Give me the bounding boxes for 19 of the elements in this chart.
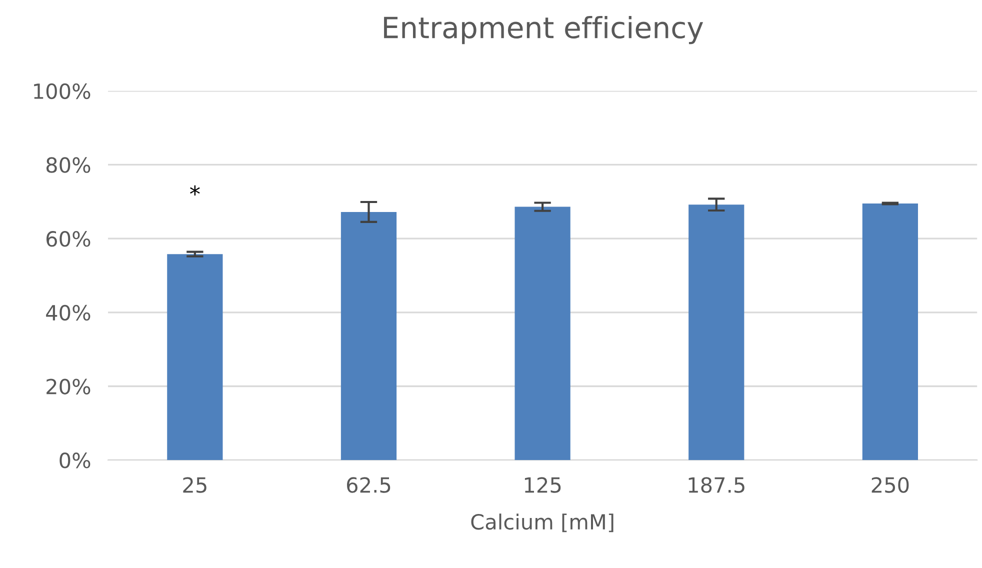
y-tick-label: 20% — [46, 378, 90, 394]
y-tick-label: 0% — [60, 452, 90, 468]
x-tick-label: 62.5 — [347, 477, 390, 493]
y-tick-label: 100% — [34, 83, 90, 100]
x-tick-label: 250 — [872, 477, 909, 493]
x-tick-label: 25 — [183, 477, 206, 493]
chart-title: Entrapment efficiency — [384, 16, 704, 44]
bar — [862, 203, 918, 460]
bar — [340, 212, 397, 460]
bar — [514, 206, 570, 460]
annotation: * — [190, 185, 200, 196]
y-tick-label: 40% — [46, 304, 90, 321]
bar — [167, 254, 223, 460]
x-axis-title: Calcium [mM] — [471, 514, 614, 532]
x-tick-label: 187.5 — [688, 477, 744, 493]
bar — [688, 204, 744, 460]
y-tick-label: 60% — [46, 231, 90, 247]
x-tick-label: 125 — [524, 477, 561, 493]
y-tick-label: 80% — [46, 157, 90, 173]
